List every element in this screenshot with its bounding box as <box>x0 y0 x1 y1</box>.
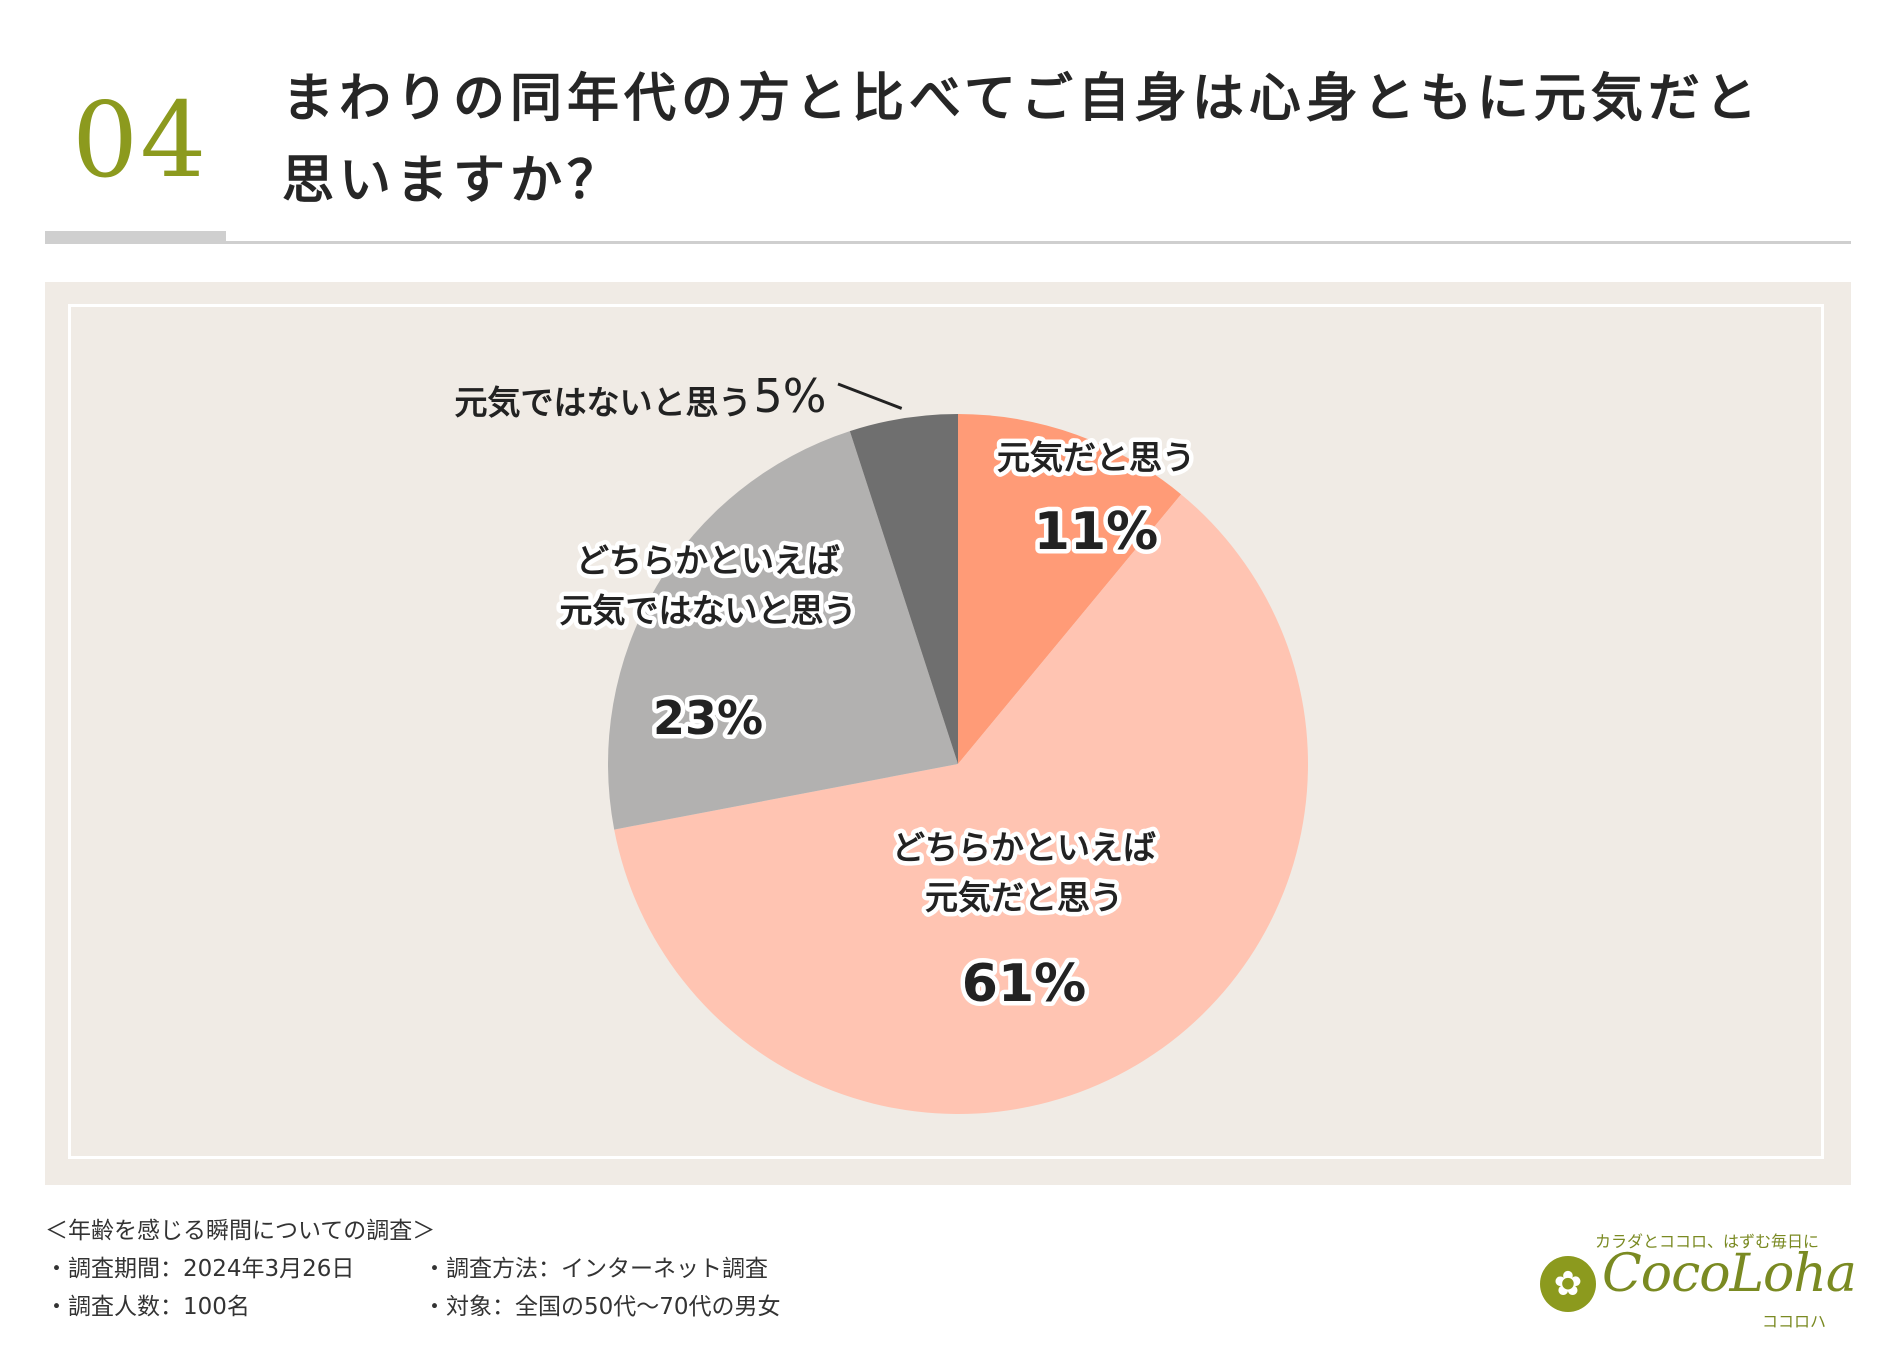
slice-label-0-line-0-halo: 元気だと思う <box>997 438 1195 477</box>
brand-name: CocoLoha <box>1602 1244 1857 1304</box>
pie-slice-3 <box>849 414 958 764</box>
slice-label-2-line-0: どちらかといえば <box>576 541 840 580</box>
clover-logo-icon: ✿ <box>1540 1256 1596 1312</box>
pie-chart: 元気だと思う元気だと思う11%11%どちらかといえばどちらかといえば元気だと思う… <box>455 369 1308 1114</box>
brand-tagline: カラダとココロ、はずむ毎日に <box>1595 1232 1820 1251</box>
slice-label-2-line-1: 元気ではないと思う <box>560 591 857 630</box>
survey-row-2: ・調査人数：100名 ・対象：全国の50代〜70代の男女 <box>45 1288 781 1326</box>
pie-slice-0 <box>958 414 1182 764</box>
survey-target: ・対象：全国の50代〜70代の男女 <box>423 1294 781 1320</box>
slice-label-0-line-0: 元気だと思う <box>997 438 1195 477</box>
page-title: まわりの同年代の方と比べてご自身は心身ともに元気だと 思いますか？ <box>282 58 1842 222</box>
survey-respondents: ・調査人数：100名 <box>45 1294 250 1320</box>
brand-logo-block: カラダとココロ、はずむ毎日に ✿ CocoLoha ココロハ <box>1540 1222 1857 1332</box>
question-number: 04 <box>72 79 209 201</box>
title-line-1: まわりの同年代の方と比べてご自身は心身ともに元気だと <box>282 69 1762 129</box>
slice-label-3-line-0: 元気ではないと思う <box>455 383 752 422</box>
slice-value-2: 23% <box>653 691 763 745</box>
slice-label-1-line-0-halo: どちらかといえば <box>892 828 1156 867</box>
brand-kana: ココロハ <box>1762 1312 1827 1331</box>
slice-value-0-halo: 11% <box>1034 502 1158 562</box>
survey-period: ・調査期間：2024年3月26日 <box>45 1256 355 1282</box>
slice-label-1-line-1: 元気だと思う <box>925 878 1123 917</box>
survey-notes: ＜年齢を感じる瞬間についての調査＞ ・調査期間：2024年3月26日 ・調査方法… <box>45 1212 781 1326</box>
leader-line <box>837 382 903 410</box>
title-underline-accent <box>45 231 226 244</box>
pie-slice-2 <box>608 431 958 830</box>
survey-method: ・調査方法：インターネット調査 <box>423 1256 768 1282</box>
chart-panel-border <box>68 304 1824 1159</box>
slice-label-1-line-0: どちらかといえば <box>892 828 1156 867</box>
slice-value-3: 5% <box>754 369 827 423</box>
survey-title: ＜年齢を感じる瞬間についての調査＞ <box>45 1218 436 1244</box>
slice-value-1-halo: 61% <box>962 954 1086 1014</box>
chart-panel: 元気だと思う 元気だと思う 11% 11% どちらかといえば どちらかといえば 元気だと思う… <box>45 282 1851 1185</box>
pie-slice-1 <box>614 494 1308 1114</box>
title-underline <box>224 241 1851 244</box>
title-line-2: 思いますか？ <box>282 151 625 211</box>
slice-label-1-line-1-halo: 元気だと思う <box>925 878 1123 917</box>
slice-value-2-halo: 23% <box>653 691 763 745</box>
slice-value-1: 61% <box>962 954 1086 1014</box>
slice-value-0: 11% <box>1034 502 1158 562</box>
slice-label-2-line-0-halo: どちらかといえば <box>576 541 840 580</box>
slice-label-2-line-1-halo: 元気ではないと思う <box>560 591 857 630</box>
survey-row-1: ・調査期間：2024年3月26日 ・調査方法：インターネット調査 <box>45 1250 781 1288</box>
